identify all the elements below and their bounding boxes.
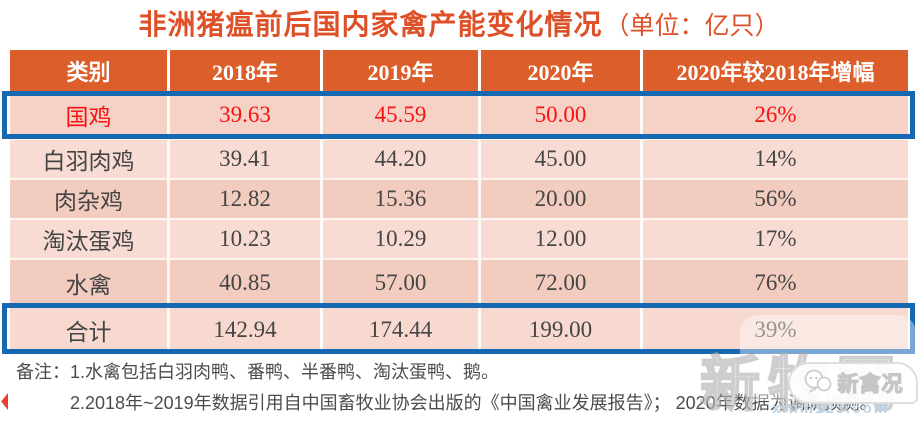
table-header-row: 类别 2018年 2019年 2020年 2020年较2018年增幅	[10, 50, 908, 92]
cell-growth: 26%	[754, 102, 797, 127]
cell-2018: 40.85	[170, 260, 323, 305]
cell-2020: 50.00	[481, 92, 643, 138]
cell-2020: 12.00	[481, 220, 643, 258]
cell-2019: 10.29	[323, 220, 481, 258]
cell-2019: 15.36	[323, 180, 481, 218]
table-row-shuiqin: 水禽 40.85 57.00 72.00 76%	[10, 258, 908, 305]
cell-2018: 12.82	[170, 180, 323, 218]
title-main-text: 非洲猪瘟前后国内家禽产能变化情况	[138, 9, 603, 40]
cell-2020: 199.00	[481, 307, 643, 352]
cell-2019: 57.00	[323, 260, 481, 305]
cell-2020: 20.00	[481, 180, 643, 218]
header-cell-growth: 2020年较2018年增幅	[676, 60, 875, 85]
cell-2018: 39.63	[170, 92, 323, 138]
table-row-total: 合计 142.94 174.44 199.00 39%	[10, 305, 908, 352]
cell-2018: 39.41	[170, 140, 323, 178]
page-title: 非洲猪瘟前后国内家禽产能变化情况（单位：亿只）	[0, 6, 918, 49]
cell-2019: 45.59	[323, 92, 481, 138]
header-cell-2020: 2020年	[481, 50, 643, 92]
logo-text: 新禽况	[837, 372, 904, 396]
row-label: 白羽肉鸡	[10, 140, 170, 178]
header-cell-category: 类别	[10, 50, 170, 92]
table-row-baiyu: 白羽肉鸡 39.41 44.20 45.00 14%	[10, 138, 908, 178]
footnote-line-2: 2.2018年~2019年数据引用自中国畜牧业协会出版的《中国禽业发展报告》； …	[70, 393, 878, 413]
row-label: 国鸡	[10, 92, 170, 138]
xinqinkuang-logo: 新禽况	[788, 362, 918, 404]
row-label: 水禽	[10, 260, 170, 305]
table-row-guoji: 国鸡 39.63 45.59 50.00 26%	[10, 92, 908, 138]
header-cell-2018: 2018年	[170, 50, 323, 92]
poultry-capacity-table: 类别 2018年 2019年 2020年 2020年较2018年增幅 国鸡 39…	[10, 50, 908, 352]
footnote-label: 备注：	[16, 362, 70, 382]
cell-growth: 76%	[754, 269, 797, 295]
left-edge-red-mark	[1, 393, 8, 410]
cell-2020: 45.00	[481, 140, 643, 178]
table-row-taotai: 淘汰蛋鸡 10.23 10.29 12.00 17%	[10, 218, 908, 258]
row-label: 肉杂鸡	[10, 180, 170, 218]
cell-2019: 174.44	[323, 307, 481, 352]
cell-growth: 39%	[754, 316, 797, 342]
row-label: 合计	[10, 307, 170, 352]
header-cell-2019: 2019年	[323, 50, 481, 92]
watermark-site-url: xinm123.com	[772, 400, 890, 417]
cell-2018: 10.23	[170, 220, 323, 258]
cell-growth: 14%	[754, 146, 797, 171]
chat-bubbles-icon	[803, 369, 833, 398]
footnote-line-1: 1.水禽包括白羽肉鸭、番鸭、半番鸭、淘汰蛋鸭、鹅。	[70, 362, 500, 382]
title-unit-text: （单位：亿只）	[604, 12, 780, 40]
cell-2020: 72.00	[481, 260, 643, 305]
cell-growth: 17%	[754, 226, 797, 251]
cell-2018: 142.94	[170, 307, 323, 352]
footnotes: 备注： 1.水禽包括白羽肉鸭、番鸭、半番鸭、淘汰蛋鸭、鹅。 2.2018年~20…	[16, 357, 878, 419]
row-label: 淘汰蛋鸡	[10, 220, 170, 258]
table-row-rouza: 肉杂鸡 12.82 15.36 20.00 56%	[10, 178, 908, 218]
cell-growth: 56%	[754, 186, 797, 211]
cell-2019: 44.20	[323, 140, 481, 178]
